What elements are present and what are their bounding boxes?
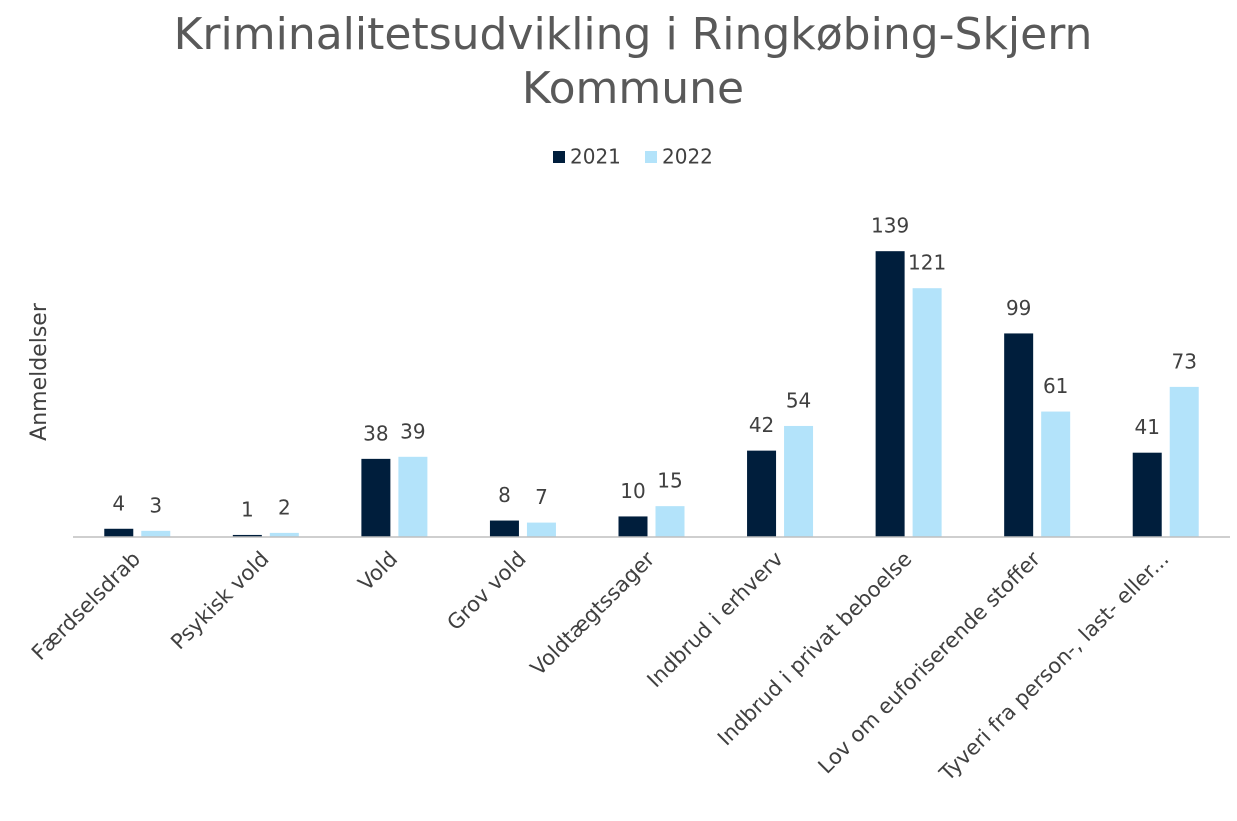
- data-label: 54: [786, 388, 811, 412]
- data-label: 10: [620, 479, 645, 503]
- data-label: 39: [400, 419, 425, 443]
- x-tick-label: Psykisk vold: [166, 547, 273, 654]
- bar: [1132, 452, 1162, 537]
- x-tick-label: Tyveri fra person-, last- eller...: [934, 547, 1173, 786]
- data-label: 99: [1006, 296, 1031, 320]
- data-label: 61: [1043, 374, 1068, 398]
- data-label: 1: [241, 497, 254, 521]
- legend-label: 2022: [662, 145, 713, 169]
- bar: [141, 530, 171, 537]
- bar: [1169, 386, 1199, 537]
- data-label: 139: [871, 214, 909, 238]
- bar: [269, 532, 299, 537]
- data-label: 73: [1171, 349, 1196, 373]
- bar: [875, 251, 905, 537]
- bar: [747, 450, 777, 537]
- bar: [526, 522, 556, 537]
- chart-title: Kriminalitetsudvikling i Ringkøbing-Skje…: [173, 9, 1093, 114]
- data-label: 121: [908, 251, 946, 275]
- data-label: 7: [535, 485, 548, 509]
- data-label: 41: [1134, 415, 1159, 439]
- bar: [1004, 333, 1034, 537]
- data-label: 3: [149, 493, 162, 517]
- bar: [104, 528, 134, 537]
- legend-swatch: [553, 151, 565, 163]
- bar: [784, 425, 814, 537]
- legend-swatch: [645, 151, 657, 163]
- bar: [398, 456, 428, 537]
- bar: [1041, 411, 1071, 537]
- bar: [912, 288, 942, 537]
- bar: [361, 458, 391, 537]
- x-tick-label: Indbrud i erhverv: [643, 547, 788, 692]
- x-tick-label: Voldtægtssager: [526, 547, 660, 681]
- legend-label: 2021: [570, 145, 621, 169]
- bar: [489, 520, 519, 537]
- bar: [655, 506, 685, 537]
- bar: [232, 534, 262, 537]
- data-label: 42: [749, 413, 774, 437]
- x-tick-label: Grov vold: [442, 547, 530, 635]
- x-tick-label: Færdselsdrab: [27, 547, 145, 665]
- x-tick-label: Vold: [354, 547, 403, 596]
- data-label: 15: [657, 469, 682, 493]
- bar: [618, 516, 648, 537]
- data-label: 2: [278, 495, 291, 519]
- data-label: 4: [112, 491, 125, 515]
- data-label: 8: [498, 483, 511, 507]
- data-label: 38: [363, 421, 388, 445]
- y-axis-label: Anmeldelser: [27, 302, 52, 441]
- x-tick-label: Lov om euforiserende stoffer: [813, 547, 1045, 779]
